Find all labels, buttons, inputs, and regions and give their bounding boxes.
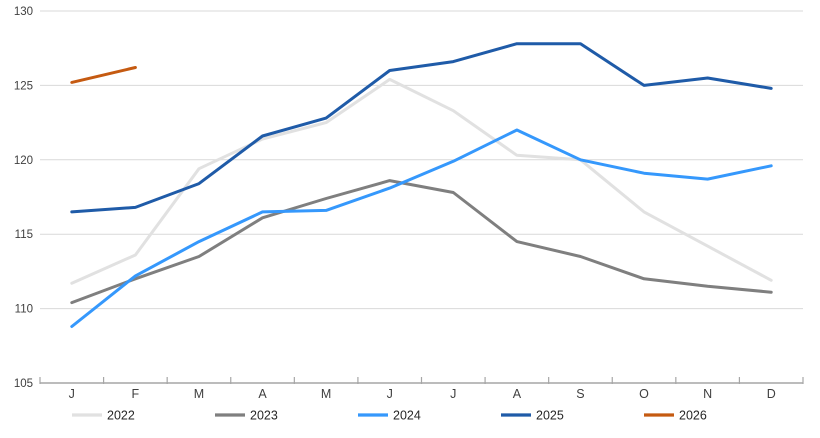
legend-label-2026: 2026 [679, 409, 707, 423]
y-axis-label: 130 [14, 6, 33, 18]
series-line-2022 [70, 77, 773, 285]
legend-label-2025: 2025 [536, 409, 564, 423]
x-axis-label: N [703, 387, 712, 401]
y-axis-label: 125 [14, 80, 33, 92]
x-axis-label: O [639, 387, 649, 401]
x-axis-label: J [69, 387, 75, 401]
y-axis-label: 120 [14, 155, 33, 167]
x-axis-label: J [450, 387, 456, 401]
legend-label-2022: 2022 [107, 409, 135, 423]
x-axis-label: D [767, 387, 776, 401]
x-axis-label: A [258, 387, 267, 401]
x-axis-label: F [132, 387, 140, 401]
series-line-2024 [70, 128, 773, 328]
legend-label-2024: 2024 [393, 409, 421, 423]
x-axis-label: M [321, 387, 331, 401]
legend-label-2023: 2023 [250, 409, 278, 423]
series-line-2025 [70, 42, 773, 214]
y-axis-label: 115 [15, 229, 33, 241]
y-axis-label: 105 [14, 378, 33, 390]
series-line-2023 [70, 179, 773, 305]
x-axis-label: M [194, 387, 204, 401]
y-axis-label: 110 [15, 304, 33, 316]
x-axis-label: J [387, 387, 393, 401]
x-axis-label: S [576, 387, 584, 401]
series-line-2026 [70, 66, 137, 84]
x-axis-label: A [513, 387, 522, 401]
